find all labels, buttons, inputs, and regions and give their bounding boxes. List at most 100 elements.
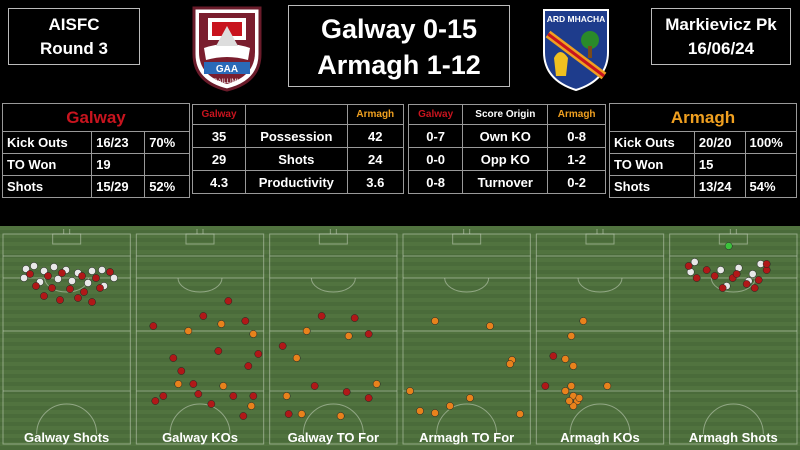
shot-marker	[310, 382, 319, 390]
score-box: Galway 0-15 Armagh 1-12	[288, 5, 510, 87]
shot-marker	[254, 350, 263, 358]
small-rectangle	[52, 233, 82, 245]
shot-marker	[431, 317, 439, 325]
shot-marker	[486, 322, 494, 330]
pitch-label: Armagh Shots	[689, 430, 778, 445]
shot-marker	[684, 262, 693, 270]
table-row: 0-0 Opp KO 1-2	[407, 147, 606, 171]
shot-marker	[282, 392, 291, 400]
shot-marker	[565, 397, 574, 405]
shot-marker	[56, 296, 64, 304]
shot-marker	[569, 402, 578, 410]
pitch-label: Armagh TO For	[419, 430, 514, 445]
shot-marker	[342, 388, 351, 396]
shot-marker	[50, 263, 58, 271]
shot-marker	[151, 397, 160, 405]
shot-marker	[98, 266, 106, 274]
table-row: Shots 15/29 52%	[1, 175, 190, 198]
table-row: 29 Shots 24	[191, 147, 405, 171]
shot-marker	[716, 266, 725, 274]
comparison-stats-table: Galway Armagh 35 Possession 42 29 Shots …	[191, 104, 405, 194]
shot-marker	[516, 410, 524, 418]
shot-marker	[249, 330, 258, 338]
shot-marker	[603, 382, 612, 390]
shot-marker	[92, 274, 100, 282]
table-row: TO Won 19	[1, 153, 190, 176]
shot-marker	[561, 355, 570, 363]
shot-marker	[567, 332, 576, 340]
shot-marker	[762, 260, 771, 268]
arc	[436, 403, 498, 435]
shot-marker	[284, 410, 293, 418]
pitch-label: Galway TO For	[288, 430, 380, 445]
shot-marker	[40, 292, 48, 300]
shot-marker	[431, 409, 439, 417]
shot-marker	[229, 392, 238, 400]
arc	[710, 277, 756, 293]
small-rectangle	[185, 233, 215, 245]
shot-marker	[224, 297, 233, 305]
shot-marker	[58, 269, 66, 277]
shot-marker	[30, 262, 38, 270]
shot-marker	[710, 272, 719, 280]
shot-marker	[344, 332, 353, 340]
armagh-table-title: Armagh	[609, 103, 797, 132]
shot-marker	[96, 284, 104, 292]
arc	[444, 277, 490, 293]
galway-score: Galway 0-15	[320, 14, 478, 44]
shot-marker	[244, 362, 253, 370]
shot-marker	[194, 390, 203, 398]
armagh-score: Armagh 1-12	[317, 50, 481, 80]
shot-marker	[20, 274, 28, 282]
svg-text:GAILLIMH: GAILLIMH	[213, 79, 241, 85]
match-date: 16/06/24	[687, 39, 755, 58]
shot-marker	[541, 382, 550, 390]
small-rectangle	[452, 233, 482, 245]
shot-marker	[84, 279, 92, 287]
shot-marker	[241, 317, 250, 325]
shot-marker	[317, 312, 326, 320]
shot-marker	[207, 400, 216, 408]
shot-marker	[575, 394, 584, 402]
shot-marker	[754, 276, 763, 284]
armagh-crest-icon: ARD MHACHA	[543, 9, 609, 92]
shot-marker	[742, 280, 751, 288]
galway-table-title: Galway	[2, 103, 190, 132]
shot-marker	[159, 392, 168, 400]
shot-marker	[302, 327, 311, 335]
shot-marker	[350, 314, 359, 322]
arc	[302, 403, 364, 435]
shot-marker	[169, 354, 178, 362]
round-label: Round 3	[40, 39, 108, 58]
competition-box: AISFC Round 3	[8, 8, 140, 65]
table-row: 4.3 Productivity 3.6	[191, 170, 405, 194]
shot-marker	[579, 317, 588, 325]
shot-marker	[732, 270, 741, 278]
shot-marker	[466, 394, 474, 402]
arc	[177, 277, 223, 293]
shot-marker	[88, 267, 96, 275]
arc	[569, 403, 631, 435]
shot-marker	[372, 380, 381, 388]
shot-marker	[724, 242, 733, 250]
shot-marker	[364, 330, 373, 338]
table-row: TO Won 15	[609, 153, 797, 176]
shot-marker	[214, 347, 223, 355]
svg-text:ARD MHACHA: ARD MHACHA	[547, 14, 606, 24]
shot-marker	[249, 392, 258, 400]
shot-marker	[549, 352, 558, 360]
shot-marker	[364, 394, 373, 402]
shot-marker	[406, 387, 414, 395]
shot-marker	[278, 342, 287, 350]
arc	[702, 403, 764, 435]
pitch-label: Galway KOs	[162, 430, 238, 445]
shot-marker	[692, 274, 701, 282]
shot-marker	[44, 272, 52, 280]
table-row: 35 Possession 42	[191, 124, 405, 148]
score-origin-table: Galway Score Origin Armagh 0-7 Own KO 0-…	[407, 104, 606, 194]
shot-marker	[54, 275, 62, 283]
venue-box: Markievicz Pk 16/06/24	[651, 8, 791, 65]
shot-marker	[446, 402, 454, 410]
shot-marker	[189, 380, 198, 388]
venue-name: Markievicz Pk	[665, 15, 777, 34]
